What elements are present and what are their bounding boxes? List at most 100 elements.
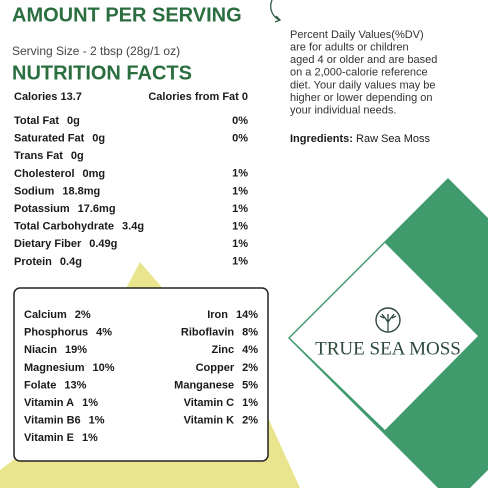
nutrient-name: Total Carbohydrate	[14, 221, 114, 233]
nutrient-name: Protein	[14, 256, 52, 268]
nutrient-name: Total Fat	[14, 115, 59, 127]
mineral-row: Vitamin C 1%	[184, 397, 259, 409]
mineral-row: Calcium 2%	[24, 309, 91, 321]
nutrient-dv: 1%	[232, 168, 248, 180]
mineral-name: Zinc	[211, 344, 234, 356]
nutrient-name: Saturated Fat	[14, 133, 85, 145]
nutrient-dv: 0%	[232, 133, 248, 145]
mineral-row: Phosphorus 4%	[24, 327, 112, 339]
mineral-dv: 19%	[65, 344, 87, 356]
nutrient-amount: 3.4g	[122, 221, 144, 233]
arrow	[453, 171, 479, 197]
mineral-row: Zinc 4%	[211, 344, 258, 356]
title: AMOUNT PER SERVING	[12, 4, 242, 26]
nutrient-dv: 0%	[232, 115, 248, 127]
mineral-row: Magnesium 10%	[24, 362, 115, 374]
nutrient-dv: 1%	[232, 203, 248, 215]
mineral-dv: 10%	[93, 362, 115, 374]
mineral-dv: 2%	[242, 362, 258, 374]
nutrient-name: Cholesterol	[14, 168, 75, 180]
note-line: your individual needs.	[290, 105, 396, 117]
logo-icon	[375, 307, 401, 333]
mineral-name: Calcium	[24, 309, 67, 321]
brand: TRUE SEA MOSS	[315, 338, 461, 359]
serving-size: Serving Size - 2 tbsp (28g/1 oz)	[12, 44, 180, 58]
nutrient-amount: 0.49g	[89, 238, 117, 250]
mineral-row: Niacin 19%	[24, 344, 87, 356]
mineral-name: Phosphorus	[24, 327, 88, 339]
mineral-name: Vitamin B6	[24, 415, 81, 427]
nutrient-amount: 0g	[67, 115, 80, 127]
nutrient-amount: 17.6mg	[78, 203, 116, 215]
note-line: on a 2,000-calorie reference	[290, 67, 428, 79]
nutrient-name: Dietary Fiber	[14, 238, 82, 250]
mineral-dv: 1%	[82, 432, 98, 444]
mineral-name: Magnesium	[24, 362, 85, 374]
nutrient-name: Sodium	[14, 185, 55, 197]
note-line: higher or lower depending on	[290, 92, 433, 104]
note-line: aged 4 or older and are based	[290, 54, 437, 66]
arrow	[270, 0, 282, 23]
mineral-row: Vitamin B6 1%	[24, 415, 105, 427]
note-line: are for adults or children	[290, 42, 409, 54]
mineral-name: Vitamin C	[184, 397, 235, 409]
ingredients-label: Ingredients:	[290, 133, 353, 145]
calories-from-fat: Calories from Fat 0	[148, 91, 248, 103]
mineral-row: Riboflavin 8%	[181, 327, 258, 339]
mineral-dv: 8%	[242, 327, 258, 339]
mineral-row: Vitamin E 1%	[24, 432, 98, 444]
mineral-name: Copper	[196, 362, 235, 374]
nutrient-row: Sodium 18.8mg	[14, 185, 100, 197]
vitamins-box	[13, 287, 269, 462]
mineral-row: Iron 14%	[207, 309, 258, 321]
mineral-dv: 2%	[75, 309, 91, 321]
mineral-name: Folate	[24, 379, 56, 391]
mineral-dv: 13%	[64, 379, 86, 391]
nutrient-row: Cholesterol 0mg	[14, 168, 105, 180]
mineral-row: Folate 13%	[24, 379, 87, 391]
mineral-dv: 1%	[89, 415, 105, 427]
nutrient-dv: 1%	[232, 256, 248, 268]
nutrient-amount: 0g	[92, 133, 105, 145]
mineral-row: Manganese 5%	[174, 379, 258, 391]
mineral-dv: 4%	[96, 327, 112, 339]
mineral-dv: 5%	[242, 379, 258, 391]
note-line: diet. Your daily values may be	[290, 79, 436, 91]
nutrient-amount: 0g	[71, 150, 84, 162]
ingredients-value: Raw Sea Moss	[356, 133, 430, 145]
nutrient-row: Saturated Fat 0g	[14, 133, 105, 145]
mineral-row: Vitamin K 2%	[184, 415, 259, 427]
white-diamond	[290, 243, 478, 430]
nutrient-dv: 1%	[232, 238, 248, 250]
mineral-row: Copper 2%	[196, 362, 259, 374]
mineral-name: Niacin	[24, 344, 57, 356]
nutrient-row: Total Fat 0g	[14, 115, 80, 127]
nutrient-dv: 1%	[232, 185, 248, 197]
note-line: Percent Daily Values(%DV)	[290, 29, 424, 41]
nutrient-row: Total Carbohydrate 3.4g	[14, 221, 144, 233]
nutrient-name: Trans Fat	[14, 150, 63, 162]
ingredients: Ingredients: Raw Sea Moss	[290, 133, 430, 145]
mineral-row: Vitamin A 1%	[24, 397, 98, 409]
nutrient-row: Dietary Fiber 0.49g	[14, 238, 117, 250]
mineral-name: Vitamin A	[24, 397, 74, 409]
mineral-dv: 4%	[242, 344, 258, 356]
calories: Calories 13.7	[14, 91, 82, 103]
yellow-shape	[0, 440, 80, 488]
mineral-dv: 1%	[82, 397, 98, 409]
mineral-dv: 1%	[242, 397, 258, 409]
nutrient-amount: 0.4g	[60, 256, 82, 268]
mineral-name: Vitamin K	[184, 415, 235, 427]
mineral-name: Manganese	[174, 379, 234, 391]
mineral-dv: 14%	[236, 309, 258, 321]
mineral-name: Vitamin E	[24, 432, 74, 444]
nutrient-name: Potassium	[14, 203, 70, 215]
nutrient-row: Potassium 17.6mg	[14, 203, 116, 215]
nutrient-amount: 0mg	[83, 168, 106, 180]
nutrient-row: Protein 0.4g	[14, 256, 82, 268]
mineral-name: Riboflavin	[181, 327, 234, 339]
nutrient-row: Trans Fat 0g	[14, 150, 84, 162]
nutrient-dv: 1%	[232, 221, 248, 233]
mineral-name: Iron	[207, 309, 228, 321]
